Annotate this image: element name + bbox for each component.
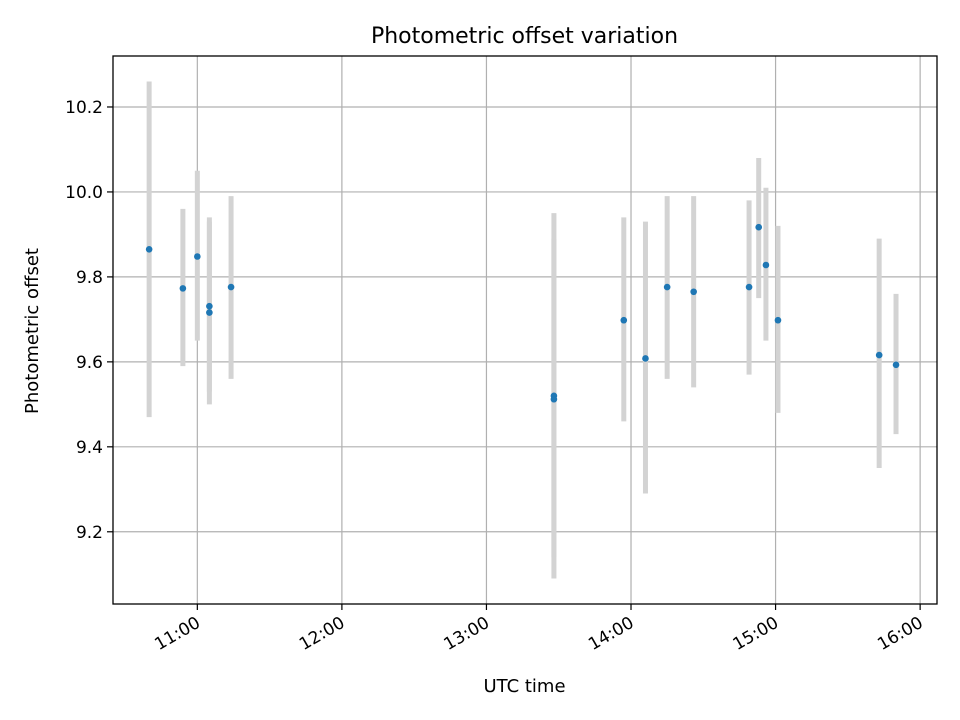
data-point	[774, 316, 782, 324]
data-point	[663, 283, 671, 291]
y-axis-label: Photometric offset	[22, 248, 43, 414]
y-tick-label: 9.2	[76, 523, 103, 543]
data-point	[620, 316, 628, 324]
data-point	[745, 283, 753, 291]
y-tick-label: 9.8	[76, 268, 103, 288]
data-point	[206, 309, 213, 316]
y-axis: 9.2 9.4 9.6 9.8 10.0 10.2	[65, 98, 113, 543]
y-tick-label: 9.6	[76, 353, 103, 373]
data-points	[145, 223, 900, 403]
data-point	[875, 351, 883, 359]
data-point	[550, 395, 558, 403]
data-point	[145, 245, 153, 253]
data-point	[762, 261, 770, 269]
data-point	[179, 285, 187, 292]
data-point	[194, 253, 201, 260]
x-axis-label: UTC time	[483, 676, 565, 697]
data-point	[642, 355, 649, 362]
data-point	[690, 288, 697, 296]
plot-frame	[112, 55, 938, 605]
data-point	[755, 223, 763, 231]
y-tick-label: 9.4	[76, 438, 103, 458]
data-point	[206, 302, 213, 310]
data-point	[227, 283, 235, 291]
chart-title: Photometric offset variation	[371, 24, 678, 49]
y-tick-label: 10.2	[65, 98, 103, 118]
y-tick-label: 10.0	[65, 183, 103, 203]
data-point	[892, 361, 900, 369]
